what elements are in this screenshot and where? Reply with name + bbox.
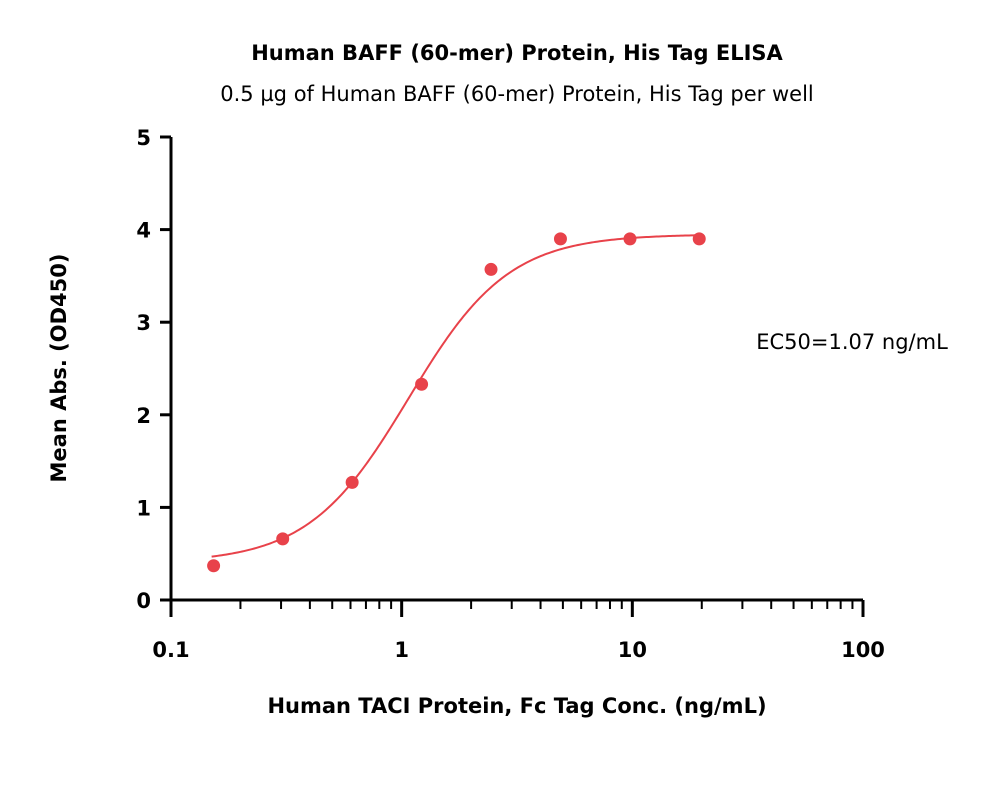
x-tick-label: 0.1 [152,638,189,662]
data-point [484,262,498,276]
x-tick-label: 1 [394,638,409,662]
data-point [276,532,290,546]
y-tick-label: 5 [136,126,151,150]
data-point [207,559,221,573]
x-ticks: 0.1 1 10 100 [152,600,885,662]
x-tick-label: 100 [841,638,885,662]
y-tick-label: 2 [136,404,151,428]
y-axis-title: Mean Abs. (OD450) [47,254,71,483]
y-tick-label: 1 [136,496,151,520]
y-tick-label: 0 [136,589,151,613]
data-point [623,232,637,246]
chart-subtitle: 0.5 µg of Human BAFF (60-mer) Protein, H… [220,82,814,106]
data-point [692,232,706,246]
data-point [415,377,429,391]
data-point [553,232,567,246]
axes [169,137,863,602]
data-point [345,475,359,489]
fit-curve-layer [211,234,700,558]
y-ticks: 0 1 2 3 4 5 [136,126,171,613]
chart-title: Human BAFF (60-mer) Protein, His Tag ELI… [251,41,783,65]
y-tick-label: 3 [136,311,151,335]
fit-curve [211,234,700,558]
y-tick-label: 4 [136,219,151,243]
x-axis-title: Human TACI Protein, Fc Tag Conc. (ng/mL) [267,694,766,718]
x-tick-label: 10 [618,638,647,662]
data-points [207,232,706,573]
ec50-annotation: EC50=1.07 ng/mL [756,330,948,354]
